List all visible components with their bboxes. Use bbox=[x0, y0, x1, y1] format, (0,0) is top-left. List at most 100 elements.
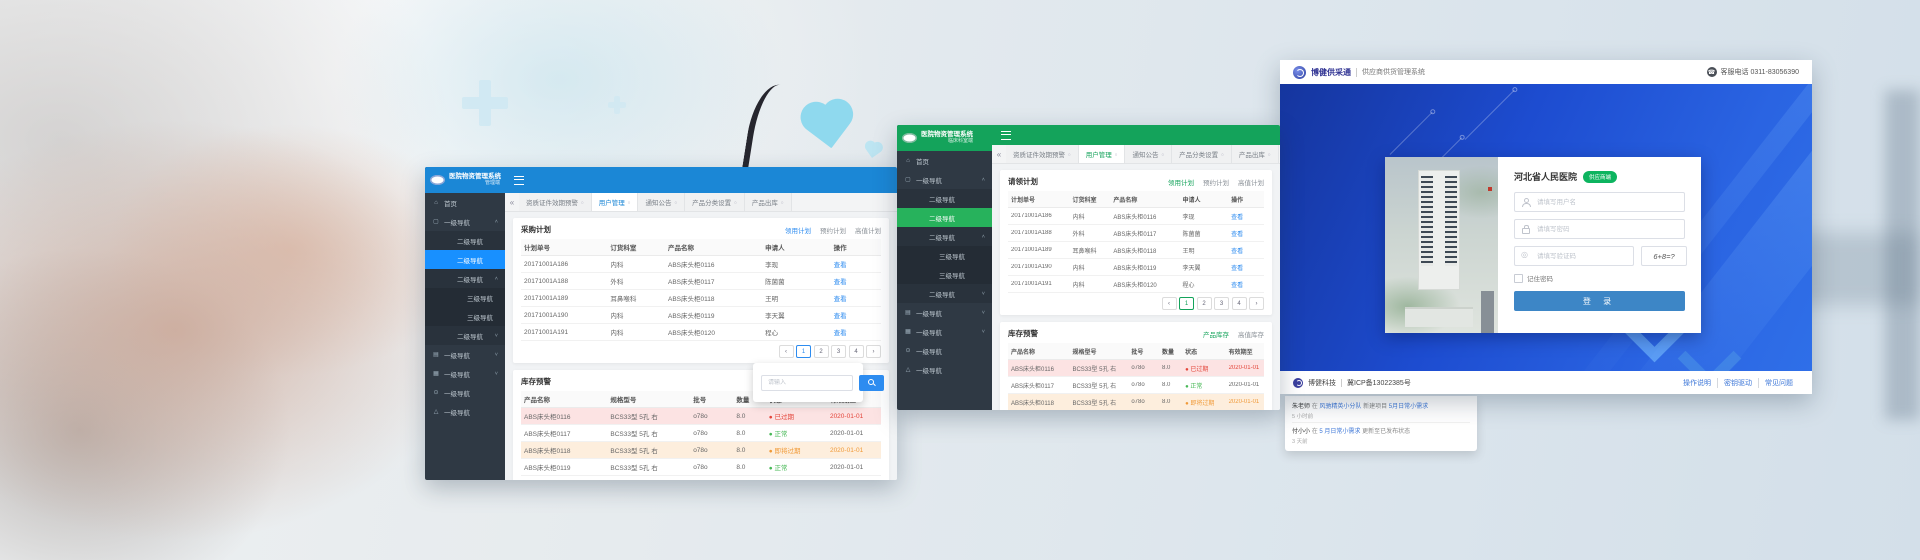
captcha-input[interactable] bbox=[1535, 251, 1627, 261]
sidebar-item[interactable]: ⊙ 一级导航 bbox=[897, 341, 992, 360]
username-field[interactable] bbox=[1514, 192, 1685, 212]
table-header-row: 产品名称 规格型号 批号 数量 状态 有效期至 bbox=[1008, 343, 1264, 360]
stock-date: 2020-01-01 bbox=[829, 463, 864, 471]
tab[interactable]: 用户管理 ○ bbox=[1078, 145, 1126, 163]
sidebar-item[interactable]: 二级导航 bbox=[425, 231, 505, 250]
feed-item: 朱老师 在 风驰精英小分队 新建项目 5月日常小需求 5 小时前 bbox=[1292, 398, 1470, 423]
plan-dept: 内科 bbox=[610, 262, 624, 269]
stock-type-link[interactable]: 产品库存 bbox=[1203, 331, 1229, 339]
page-button[interactable]: › bbox=[1249, 297, 1264, 310]
plan-type-link[interactable]: 预约计划 bbox=[1203, 179, 1229, 187]
view-link[interactable]: 查看 bbox=[833, 262, 847, 269]
plan-type-link[interactable]: 高值计划 bbox=[1238, 179, 1264, 187]
mini-input[interactable] bbox=[766, 378, 848, 387]
sidebar-item[interactable]: △ 一级导航 bbox=[425, 402, 505, 421]
tab[interactable]: 用户管理 ○ bbox=[591, 193, 639, 211]
sidebar-item[interactable]: 二级导航 ˅ bbox=[425, 326, 505, 345]
view-link[interactable]: 查看 bbox=[1231, 248, 1244, 255]
page-button[interactable]: ‹ bbox=[1161, 297, 1177, 310]
mini-input-field[interactable] bbox=[761, 374, 853, 391]
login-card: 河北省人民医院 供应商端 bbox=[1385, 157, 1701, 333]
page-button[interactable]: 4 bbox=[848, 345, 864, 358]
stock-batch: o78o bbox=[693, 446, 708, 454]
sidebar-item[interactable]: 三级导航 bbox=[425, 288, 505, 307]
view-link[interactable]: 查看 bbox=[1231, 214, 1244, 221]
page-button[interactable]: › bbox=[866, 345, 881, 358]
footer-link[interactable]: 密钥驱动 bbox=[1717, 377, 1758, 388]
feed-link[interactable]: 5 月日常小需求 bbox=[1319, 429, 1361, 435]
sidebar-item[interactable]: ⊙ 一级导航 bbox=[425, 383, 505, 402]
status-badge: ● 已过期 bbox=[768, 414, 794, 421]
view-link[interactable]: 查看 bbox=[1231, 231, 1244, 238]
collapse-tabs-icon[interactable]: « bbox=[996, 149, 1002, 159]
chevron-icon: ˄ bbox=[494, 218, 498, 225]
page-button[interactable]: 2 bbox=[813, 345, 829, 358]
sidebar-item[interactable]: 二级导航 ˄ bbox=[897, 227, 992, 246]
menu-toggle-icon[interactable] bbox=[1001, 130, 1011, 140]
sidebar-item[interactable]: ▦ 一级导航 ˅ bbox=[897, 322, 992, 341]
footer-link[interactable]: 常见问题 bbox=[1758, 377, 1799, 388]
captcha-field[interactable] bbox=[1514, 246, 1634, 266]
sidebar-item[interactable]: ⌂ 首页 bbox=[897, 151, 992, 170]
search-button[interactable] bbox=[859, 374, 884, 391]
plan-type-link[interactable]: 领用计划 bbox=[785, 227, 811, 235]
page-button[interactable]: 4 bbox=[1231, 297, 1247, 310]
view-link[interactable]: 查看 bbox=[833, 296, 847, 303]
tab[interactable]: 通知公告 ○ bbox=[638, 193, 686, 211]
plan-type-link[interactable]: 领用计划 bbox=[1168, 179, 1194, 187]
tab[interactable]: 产品分类设置 ○ bbox=[1172, 145, 1232, 163]
sidebar-item-label: 一级导航 bbox=[444, 371, 470, 379]
tab[interactable]: 产品出库 ○ bbox=[744, 193, 792, 211]
page-button[interactable]: 3 bbox=[1214, 297, 1229, 310]
stock-spec: BCS33型 5孔 右 bbox=[610, 465, 658, 472]
password-input[interactable] bbox=[1535, 224, 1678, 234]
page-button[interactable]: 2 bbox=[1196, 297, 1212, 310]
sidebar-item[interactable]: △ 一级导航 bbox=[897, 360, 992, 379]
tab[interactable]: 资质证件效期预警 ○ bbox=[519, 193, 592, 211]
tab[interactable]: 产品出库 ○ bbox=[1231, 145, 1279, 163]
view-link[interactable]: 查看 bbox=[833, 279, 847, 286]
plan-type-link[interactable]: 预约计划 bbox=[820, 227, 846, 235]
page-button[interactable]: 3 bbox=[831, 345, 846, 358]
sidebar-item[interactable]: ▢ 一级导航 ˄ bbox=[897, 170, 992, 189]
tab[interactable]: 通知公告 ○ bbox=[1125, 145, 1173, 163]
sidebar-item[interactable]: ▤ 一级导航 ˅ bbox=[897, 303, 992, 322]
feed-link[interactable]: 风驰精英小分队 bbox=[1319, 404, 1362, 410]
view-link[interactable]: 查看 bbox=[833, 330, 847, 337]
remember-checkbox[interactable] bbox=[1514, 273, 1523, 283]
sidebar-item[interactable]: 二级导航 ˄ bbox=[425, 269, 505, 288]
captcha-image[interactable]: 6+8=? bbox=[1641, 246, 1687, 266]
password-field[interactable] bbox=[1514, 219, 1685, 239]
sidebar-item[interactable]: 三级导航 bbox=[897, 265, 992, 284]
sidebar-item[interactable]: 二级导航 bbox=[897, 208, 992, 227]
view-link[interactable]: 查看 bbox=[1231, 282, 1244, 289]
sidebar-item[interactable]: ▦ 一级导航 ˅ bbox=[425, 364, 505, 383]
page-button[interactable]: 1 bbox=[1179, 297, 1194, 310]
sidebar-item[interactable]: 二级导航 ˅ bbox=[897, 284, 992, 303]
tab-label: 用户管理 bbox=[598, 200, 625, 207]
sidebar-item[interactable]: ▢ 一级导航 ˄ bbox=[425, 212, 505, 231]
tab[interactable]: 产品分类设置 ○ bbox=[685, 193, 745, 211]
plan-type-link[interactable]: 高值计划 bbox=[855, 227, 881, 235]
tab[interactable]: 资质证件效期预警 ○ bbox=[1006, 145, 1079, 163]
stock-qty: 8.0 bbox=[1162, 382, 1171, 388]
sidebar-item[interactable]: ▤ 一级导航 ˅ bbox=[425, 345, 505, 364]
sidebar-item-label: 一级导航 bbox=[444, 352, 470, 360]
sidebar-item[interactable]: ⌂ 首页 bbox=[425, 193, 505, 212]
sidebar-item[interactable]: 二级导航 bbox=[425, 250, 505, 269]
feed-link[interactable]: 5月日常小需求 bbox=[1388, 404, 1429, 410]
plan-product: ABS床头柜0116 bbox=[1113, 214, 1157, 221]
footer-link[interactable]: 操作说明 bbox=[1683, 379, 1711, 387]
stock-type-link[interactable]: 高值库存 bbox=[1238, 331, 1264, 339]
login-button[interactable]: 登 录 bbox=[1514, 291, 1685, 311]
page-button[interactable]: 1 bbox=[796, 345, 811, 358]
sidebar-item[interactable]: 二级导航 bbox=[897, 189, 992, 208]
collapse-tabs-icon[interactable]: « bbox=[509, 197, 515, 207]
sidebar-item[interactable]: 三级导航 bbox=[425, 307, 505, 326]
view-link[interactable]: 查看 bbox=[1231, 265, 1244, 272]
sidebar-item[interactable]: 三级导航 bbox=[897, 246, 992, 265]
username-input[interactable] bbox=[1535, 197, 1678, 207]
menu-toggle-icon[interactable] bbox=[514, 175, 524, 185]
view-link[interactable]: 查看 bbox=[833, 313, 847, 320]
page-button[interactable]: ‹ bbox=[778, 345, 794, 358]
